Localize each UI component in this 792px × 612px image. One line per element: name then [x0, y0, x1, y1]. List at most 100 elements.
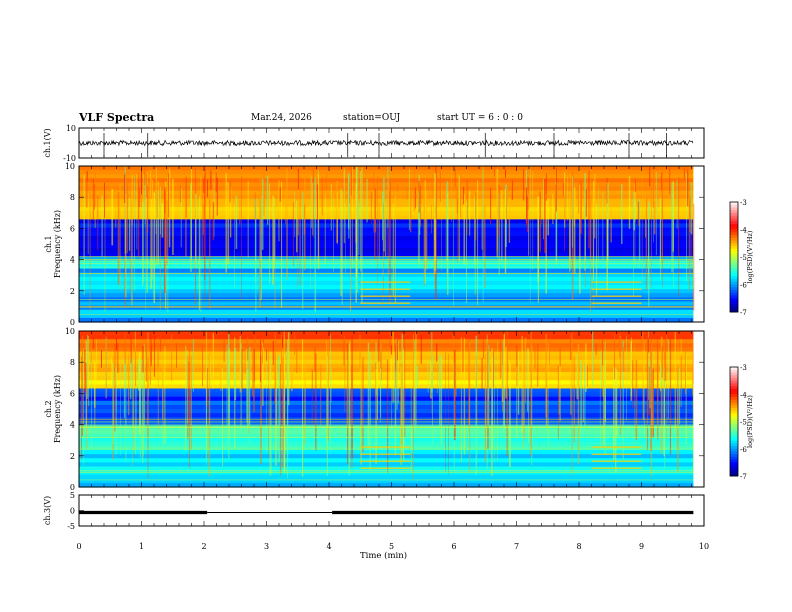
colorbar-swatch: [730, 451, 738, 455]
colorbar-swatch: [730, 229, 738, 233]
spectrogram-band: [79, 396, 694, 402]
spectrogram-band: [79, 260, 694, 266]
spectrogram-burst: [436, 343, 438, 362]
ch1-waveform-panel: 10 -10 ch.1(V): [43, 124, 705, 163]
spectrogram-streak: [167, 176, 169, 313]
spectrogram-burst: [410, 187, 412, 233]
colorbar-swatch: [730, 435, 738, 439]
spectrogram-band: [79, 454, 694, 459]
spectrogram-burst: [420, 335, 422, 364]
spectrogram-streak: [628, 176, 631, 229]
spectrogram-streak: [226, 344, 228, 448]
spectrogram-burst: [483, 338, 484, 359]
emission-patch: [360, 446, 411, 448]
y-tick-label: 6: [70, 389, 75, 398]
spectrogram-streak: [190, 182, 192, 273]
colorbar-swatch: [730, 454, 738, 458]
spectrogram-burst: [683, 168, 685, 180]
spectrogram-burst: [653, 170, 654, 208]
spectrogram-streak: [134, 331, 136, 455]
spectrogram-streak: [330, 368, 332, 403]
emission-patch: [591, 460, 642, 462]
spectrogram-burst: [229, 181, 231, 203]
emission-patch: [360, 453, 411, 455]
spectrogram-band: [79, 335, 694, 340]
spectrogram-streak: [172, 179, 174, 255]
spectrogram-band: [79, 388, 694, 394]
spectrogram-streak: [312, 167, 314, 238]
ch3-sync-panel: 5 0 -5 ch.3(V): [43, 491, 705, 531]
spectrogram-streak: [276, 360, 278, 427]
x-tick-label: 5: [389, 542, 394, 551]
colorbar-swatch: [730, 459, 738, 463]
spectrogram-streak: [311, 177, 313, 229]
spectrogram-streak: [131, 186, 133, 306]
spectrogram-streak: [162, 363, 164, 420]
spectrogram-streak: [159, 182, 161, 310]
spectrogram-burst: [373, 171, 375, 191]
spectrogram-streak: [278, 201, 280, 228]
spectrogram-band: [79, 376, 694, 381]
spectrogram-streak: [165, 181, 167, 309]
y-tick-label: 0: [70, 483, 75, 492]
spectrogram-burst: [247, 337, 249, 361]
spectrogram-streak: [241, 176, 242, 301]
spectrogram-streak: [457, 198, 459, 263]
spectrogram-streak: [671, 182, 673, 273]
spectrogram-streak: [192, 338, 194, 392]
emission-patch: [591, 281, 642, 283]
spectrogram-streak: [596, 203, 598, 296]
spectrogram-burst: [157, 336, 159, 367]
spectrogram-burst: [117, 342, 119, 373]
spectrogram-streak: [134, 176, 135, 291]
y-tick-label: 8: [70, 193, 75, 202]
spectrogram-streak: [366, 178, 368, 223]
spectrogram-band: [79, 367, 694, 373]
spectrogram-burst: [205, 166, 206, 178]
spectrogram-streak: [352, 167, 353, 268]
spectrogram-streak: [679, 367, 681, 424]
spectrogram-streak: [382, 192, 383, 241]
spectrogram-band: [79, 355, 694, 361]
spectrogram-streak: [484, 353, 486, 463]
spectrogram-band: [79, 450, 694, 455]
colorbar-swatch: [730, 402, 738, 406]
spectrogram-band: [79, 359, 694, 365]
spectrogram-burst: [490, 188, 492, 225]
spectrogram-streak: [659, 198, 661, 267]
spectrogram-streak: [81, 356, 82, 460]
colorbar-swatch: [730, 276, 738, 280]
spectrogram-burst: [326, 172, 327, 190]
spectrogram-burst: [146, 173, 148, 198]
emission-patch: [591, 453, 642, 455]
spectrogram-streak: [408, 169, 410, 231]
spectrogram-streak: [622, 340, 624, 461]
spectrogram-streak: [378, 203, 380, 261]
spectrogram-streak: [327, 340, 329, 442]
spectrogram-streak: [476, 355, 477, 422]
colorbar-swatch: [730, 396, 738, 401]
spectrogram-streak: [310, 172, 311, 290]
spectrogram-burst: [244, 352, 246, 374]
y-tick-label: -5: [67, 522, 75, 531]
spectrogram-band: [79, 445, 694, 451]
x-tick-label: 2: [201, 542, 206, 551]
spectrogram-band: [79, 343, 694, 349]
spectrogram-streak: [518, 351, 520, 415]
colorbar-swatch: [730, 246, 738, 250]
spectrogram-streak: [585, 343, 587, 392]
colorbar-swatch: [730, 306, 738, 310]
spectrogram-streak: [212, 202, 215, 241]
spectrogram-streak: [615, 367, 617, 473]
spectrogram-streak: [147, 357, 149, 478]
spectrogram-streak: [228, 333, 230, 460]
spectrogram-burst: [294, 332, 296, 355]
spectrogram-streak: [166, 199, 168, 265]
spectrogram-streak: [580, 360, 582, 429]
colorbar-tick-label: -5: [740, 419, 747, 427]
spectrogram-band: [79, 285, 694, 290]
spectrogram-streak: [127, 353, 130, 416]
spectrogram-band: [79, 384, 694, 390]
spectrogram-streak: [525, 337, 527, 403]
colorbar-swatch: [730, 204, 738, 208]
